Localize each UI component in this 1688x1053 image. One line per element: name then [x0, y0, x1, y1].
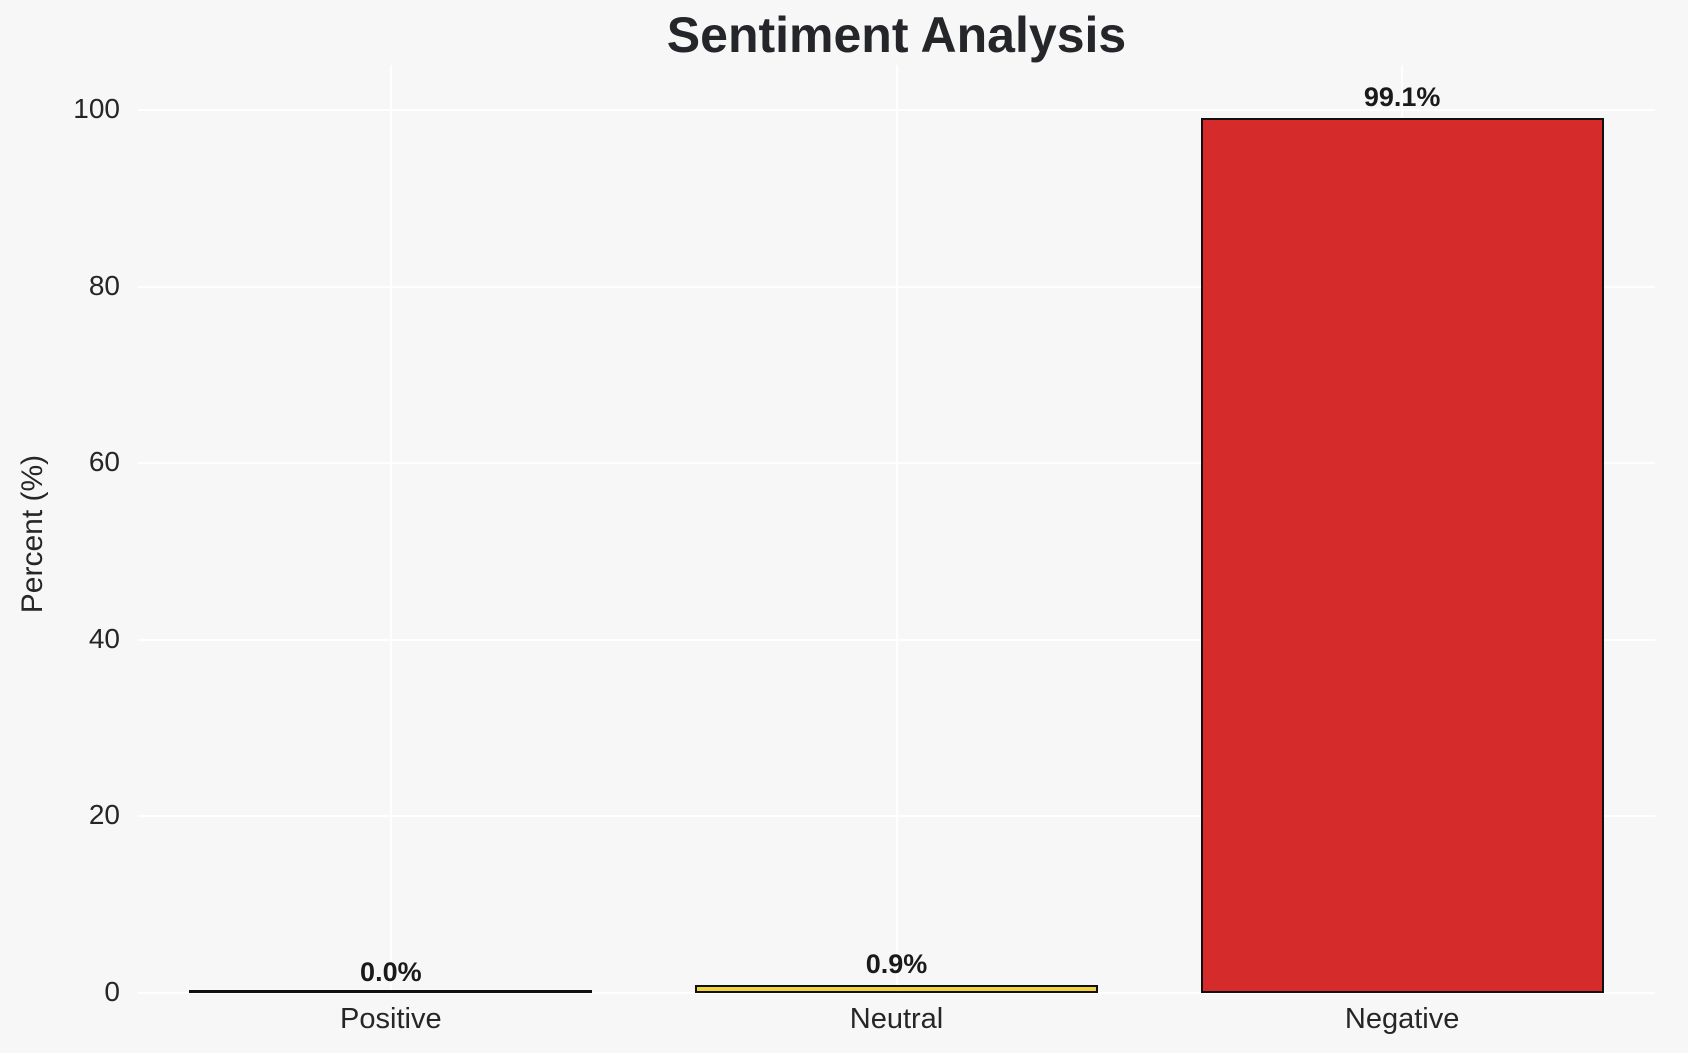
y-tick-label: 40 [88, 622, 120, 654]
y-tick-label: 60 [88, 446, 120, 478]
bar-positive [189, 990, 593, 993]
bar-negative [1200, 117, 1604, 993]
bar-value-label: 99.1% [1363, 81, 1441, 112]
gridline-vertical [389, 65, 392, 993]
y-tick-label: 20 [88, 799, 120, 831]
x-tick-label: Positive [340, 1003, 442, 1035]
y-tick-label: 100 [73, 93, 120, 124]
chart-title: Sentiment Analysis [666, 7, 1127, 63]
gridline-horizontal [138, 992, 1655, 994]
bar-value-label: 0.9% [865, 949, 928, 980]
y-tick-label: 80 [88, 269, 120, 301]
x-tick-label: Negative [1344, 1003, 1460, 1035]
x-tick-label: Neutral [849, 1003, 944, 1035]
bar-value-label: 0.0% [360, 957, 422, 987]
gridline-vertical [895, 65, 898, 993]
y-tick-label: 0 [104, 976, 120, 1007]
bar-neutral [695, 985, 1098, 993]
